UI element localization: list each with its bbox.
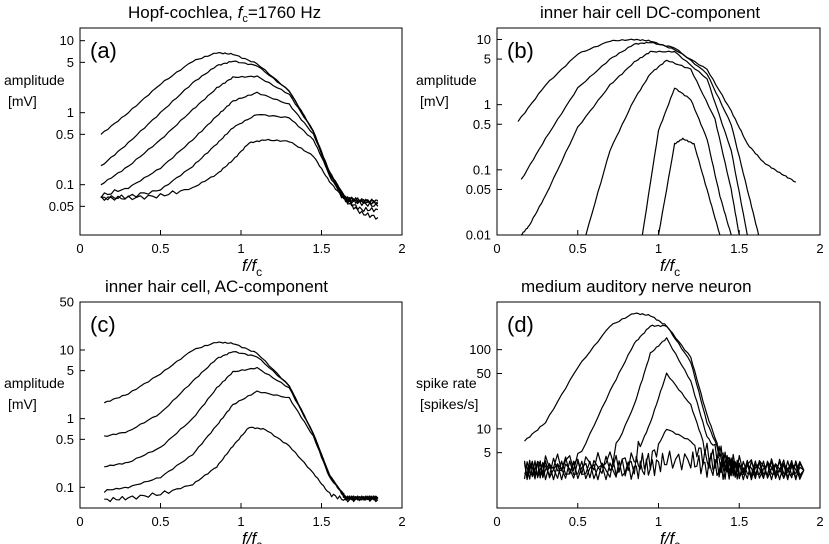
y-tick-label: 1	[67, 105, 74, 120]
y-tick-label: 0.01	[466, 228, 491, 243]
y-tick-label: 0.05	[466, 182, 491, 197]
x-tick-label: 0	[493, 241, 500, 256]
x-axis-title: f/fc	[242, 256, 262, 279]
y-tick-label: 0.5	[473, 117, 491, 132]
series-line	[100, 114, 379, 204]
y-tick-label: 10	[60, 342, 74, 357]
series-group	[523, 312, 805, 481]
panel-d-title: medium auditory nerve neuron	[521, 277, 752, 296]
y-tick-label: 5	[484, 52, 491, 67]
series-line	[524, 312, 805, 480]
x-tick-label: 0	[76, 514, 83, 529]
series-line	[517, 38, 796, 183]
y-tick-label: 100	[469, 342, 491, 357]
y-axis-unit: [spikes/s]	[420, 396, 478, 412]
y-tick-label: 0.5	[56, 127, 74, 142]
x-tick-label: 0	[493, 514, 500, 529]
y-axis-unit: [mV]	[420, 93, 449, 109]
series-line	[100, 138, 379, 205]
y-axis-unit: [mV]	[8, 93, 37, 109]
x-tick-label: 0.5	[569, 241, 587, 256]
panel-label: (b)	[507, 38, 534, 63]
x-tick-label: 0	[76, 241, 83, 256]
x-tick-label: 0.5	[569, 514, 587, 529]
series-line	[520, 50, 748, 235]
x-tick-label: 2	[816, 241, 823, 256]
y-tick-label: 10	[477, 421, 491, 436]
y-axis-label: amplitude	[416, 72, 477, 88]
x-tick-label: 1.5	[312, 514, 330, 529]
series-line	[524, 428, 805, 481]
y-tick-label: 5	[67, 55, 74, 70]
x-tick-label: 1	[237, 241, 244, 256]
series-line	[523, 324, 805, 479]
y-tick-label: 10	[60, 33, 74, 48]
series-line	[520, 41, 760, 235]
y-tick-label: 1	[67, 411, 74, 426]
x-tick-label: 0.5	[151, 514, 169, 529]
x-tick-label: 2	[398, 514, 405, 529]
x-tick-label: 0.5	[151, 241, 169, 256]
series-line	[103, 341, 379, 501]
y-tick-label: 0.1	[473, 162, 491, 177]
series-group	[100, 52, 379, 220]
y-tick-label: 0.5	[56, 432, 74, 447]
series-group	[103, 341, 379, 503]
x-axis-title: f/fc	[660, 256, 680, 279]
series-line	[104, 351, 379, 501]
panel-b-title: inner hair cell DC-component	[540, 3, 760, 22]
y-tick-label: 50	[60, 295, 74, 310]
y-tick-label: 10	[477, 32, 491, 47]
y-axis-label: amplitude	[4, 72, 65, 88]
series-line	[104, 426, 379, 503]
panel-a: 0 0.5 1 1.5 2 10 5 1 0.5 0.1 0.05 (a) amplitude [mV] f…	[4, 27, 406, 279]
x-tick-label: 2	[398, 241, 405, 256]
y-tick-label: 1	[484, 97, 491, 112]
y-tick-label: 0.1	[56, 177, 74, 192]
y-tick-label: 0.05	[49, 199, 74, 214]
x-tick-label: 1.5	[730, 241, 748, 256]
y-tick-label: 5	[67, 363, 74, 378]
panel-a-title: Hopf-cochlea, fc=1760 Hz	[128, 3, 321, 25]
series-line	[103, 390, 379, 501]
series-line	[641, 87, 732, 235]
series-line	[585, 59, 740, 235]
panel-label: (d)	[507, 312, 534, 337]
panel-c: 0 0.5 1 1.5 2 50 10 5 1 0.5 0.1 (c) amplitude [mV] f/f…	[4, 295, 406, 544]
x-tick-label: 1.5	[312, 241, 330, 256]
x-tick-label: 2	[816, 514, 823, 529]
y-tick-label: 5	[484, 445, 491, 460]
y-tick-label: 50	[477, 366, 491, 381]
series-line	[523, 450, 805, 481]
plot-frame	[79, 301, 403, 509]
series-line	[524, 337, 805, 481]
panel-d: 0 0.5 1 1.5 2 100 50 10 5 (d) spike rate [spikes/s]…	[416, 301, 824, 544]
y-axis-label: amplitude	[4, 375, 65, 391]
series-line	[657, 137, 721, 235]
panel-label: (a)	[90, 38, 117, 63]
y-axis-label: spike rate	[416, 375, 477, 391]
x-tick-label: 1	[655, 514, 662, 529]
series-group	[517, 38, 796, 235]
panel-c-title: inner hair cell, AC-component	[105, 277, 328, 296]
x-tick-label: 1	[237, 514, 244, 529]
y-tick-label: 0.1	[56, 480, 74, 495]
plot-frame	[79, 27, 403, 236]
x-tick-label: 1.5	[730, 514, 748, 529]
x-tick-label: 1	[655, 241, 662, 256]
panel-label: (c)	[90, 312, 116, 337]
series-line	[100, 60, 379, 213]
panel-b: 0 0.5 1 1.5 2 10 5 1 0.5 0.1 0.05 0.01 (b) amplitude […	[416, 27, 824, 279]
x-axis-title: f/fc	[660, 529, 680, 544]
x-axis-title: f/fc	[242, 529, 262, 544]
y-axis-unit: [mV]	[8, 396, 37, 412]
series-line	[104, 366, 379, 501]
